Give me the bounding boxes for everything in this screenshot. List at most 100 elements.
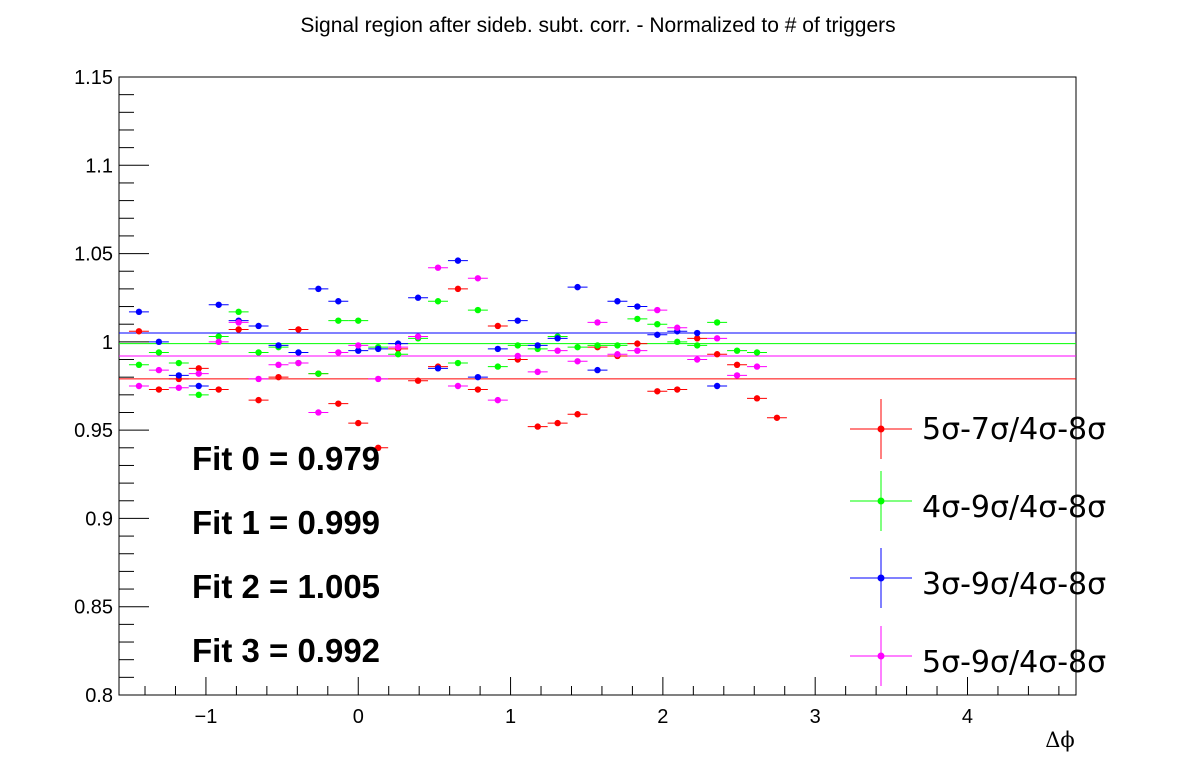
y-tick-label: 0.9: [85, 508, 113, 530]
legend-marker-1: [877, 497, 885, 505]
y-tick-label: 0.95: [74, 420, 113, 442]
data-point: [753, 395, 761, 402]
y-tick-label: 1.1: [85, 155, 113, 177]
data-point: [275, 361, 282, 369]
fit-label-3: Fit 3 = 0.992: [192, 632, 381, 669]
data-point: [235, 326, 242, 333]
data-point: [315, 409, 322, 416]
data-point: [175, 359, 183, 367]
data-point: [335, 298, 342, 305]
data-point: [414, 333, 422, 340]
legend-marker-2: [877, 574, 885, 582]
series-3: [128, 264, 767, 416]
fit-label-0: Fit 0 = 0.979: [192, 440, 381, 477]
data-point: [135, 308, 143, 316]
data-point: [335, 317, 342, 324]
data-point: [355, 347, 362, 354]
data-point: [135, 328, 143, 335]
legend-label-2: 3σ-9σ/4σ-8σ: [922, 567, 1107, 602]
data-point: [315, 285, 322, 293]
data-point: [514, 342, 521, 349]
data-point: [215, 386, 222, 393]
data-point: [713, 351, 721, 358]
data-point: [614, 342, 621, 349]
chart-title: Signal region after sideb. subt. corr. -…: [300, 14, 896, 37]
legend-label-0: 5σ-7σ/4σ-8σ: [922, 412, 1107, 447]
data-point: [434, 298, 442, 305]
data-point: [674, 338, 681, 346]
data-point: [614, 351, 621, 358]
data-point: [474, 306, 482, 314]
data-point: [355, 342, 362, 349]
data-point: [654, 321, 661, 328]
data-point: [255, 349, 262, 356]
data-point: [215, 333, 222, 340]
data-point: [733, 347, 741, 354]
y-axis: 0.8 0.85 0.9 0.95 1 1.05 1.1 1.15: [74, 67, 149, 707]
y-tick-label: 0.85: [74, 597, 113, 619]
data-point: [474, 373, 482, 381]
data-point: [414, 294, 422, 301]
data-point: [155, 338, 163, 346]
data-point: [494, 322, 502, 330]
data-point: [693, 356, 701, 363]
x-axis-label: Δϕ: [1045, 728, 1074, 752]
x-axis: −1 0 1 2 3 4 Δϕ: [144, 677, 1075, 752]
data-point: [335, 349, 342, 356]
data-point: [454, 257, 462, 264]
data-point: [374, 444, 382, 451]
data-point: [355, 419, 362, 427]
legend: [850, 399, 912, 686]
data-point: [773, 414, 781, 421]
data-point: [135, 361, 143, 369]
data-point: [474, 386, 482, 393]
data-point: [454, 359, 462, 367]
data-point: [614, 298, 621, 305]
data-point: [514, 317, 521, 324]
data-point: [594, 319, 601, 326]
data-point: [494, 345, 502, 353]
legend-label-3: 5σ-9σ/4σ-8σ: [922, 645, 1107, 680]
data-point: [654, 331, 661, 338]
data-point: [534, 423, 541, 430]
data-point: [534, 342, 541, 349]
y-tick-label: 1: [102, 332, 113, 354]
legend-marker-3: [877, 652, 885, 660]
data-point: [634, 303, 641, 310]
data-point: [394, 351, 402, 358]
data-point: [155, 366, 163, 374]
data-point: [275, 342, 282, 349]
data-point: [514, 352, 521, 360]
data-point: [235, 308, 242, 316]
data-point: [135, 382, 143, 390]
data-point: [454, 382, 462, 390]
data-point: [295, 326, 302, 333]
data-point: [634, 340, 641, 347]
data-point: [155, 386, 163, 393]
series-0: [128, 285, 787, 451]
data-point: [394, 343, 402, 351]
y-tick-label: 0.8: [85, 685, 113, 707]
data-point: [355, 317, 362, 324]
data-point: [195, 382, 202, 390]
data-point: [733, 372, 741, 379]
data-point: [753, 349, 761, 356]
legend-label-1: 4σ-9σ/4σ-8σ: [922, 490, 1107, 525]
data-point: [215, 301, 222, 308]
data-point: [275, 373, 282, 381]
data-point: [554, 347, 561, 354]
data-point: [594, 342, 601, 349]
data-point: [634, 315, 641, 323]
x-tick-label: 0: [353, 706, 364, 728]
data-point: [155, 349, 163, 356]
data-point: [574, 358, 581, 365]
data-point: [554, 419, 561, 427]
data-point: [474, 275, 482, 282]
x-tick-label: 4: [962, 706, 973, 728]
data-point: [434, 264, 442, 271]
data-point: [713, 335, 721, 342]
data-point: [414, 377, 422, 384]
data-point: [374, 345, 382, 353]
data-point: [634, 347, 641, 354]
